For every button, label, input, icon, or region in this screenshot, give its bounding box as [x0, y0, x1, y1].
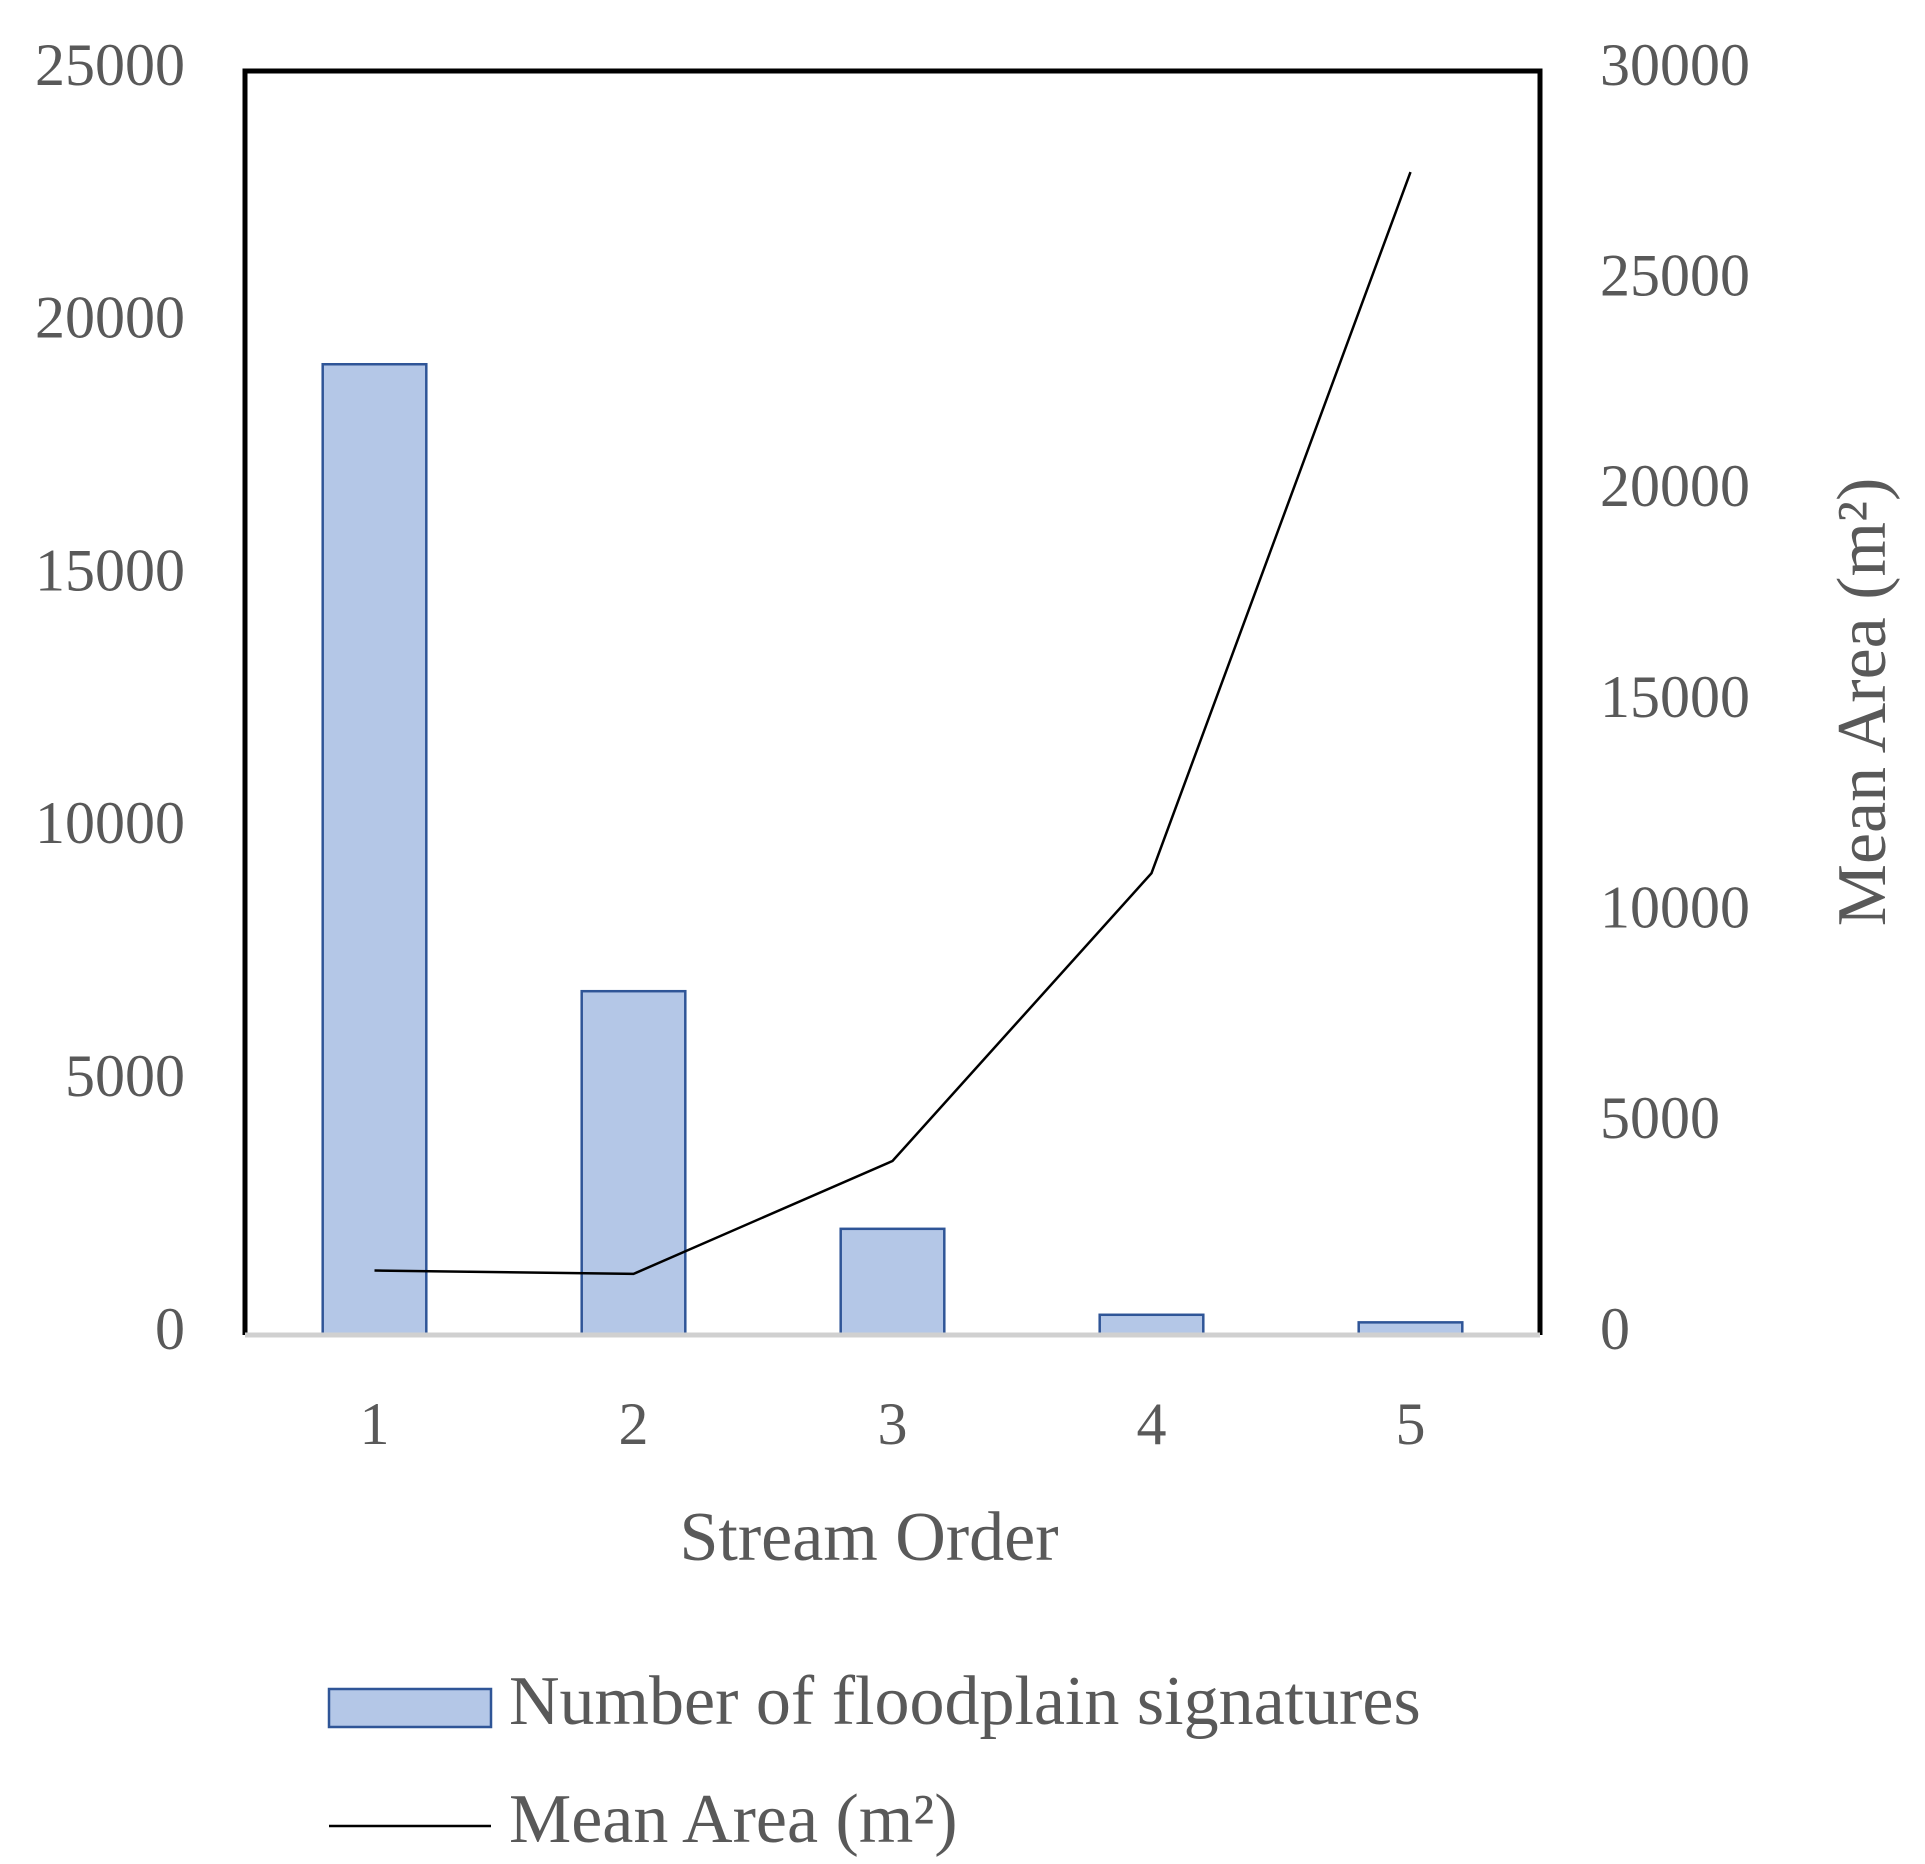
bar — [1098, 1313, 1205, 1337]
bar — [580, 989, 687, 1337]
y2-tick-label: 25000 — [1600, 242, 1750, 308]
x-tick-label: 5 — [1396, 1391, 1426, 1457]
legend-label: Number of floodplain signatures — [509, 1663, 1421, 1740]
legend-label: Mean Area (m²) — [509, 1781, 958, 1858]
y-tick-label: 20000 — [35, 285, 185, 351]
y2-tick-label: 15000 — [1600, 664, 1750, 730]
y-tick-label: 0 — [155, 1296, 185, 1362]
x-tick-label: 2 — [619, 1391, 649, 1457]
x-tick-label: 3 — [878, 1391, 908, 1457]
y2-tick-label: 20000 — [1600, 453, 1750, 519]
y-tick-label: 15000 — [35, 537, 185, 603]
x-tick-label: 4 — [1137, 1391, 1167, 1457]
line — [374, 171, 1412, 1276]
x-axis-label: Stream Order — [679, 1499, 1058, 1576]
y-tick-label: 10000 — [35, 790, 185, 856]
legend-swatch — [327, 1687, 493, 1729]
y-tick-label: 25000 — [35, 32, 185, 98]
y-tick-label: 5000 — [65, 1043, 185, 1109]
y2-tick-label: 10000 — [1600, 874, 1750, 940]
y2-tick-label: 5000 — [1600, 1085, 1720, 1151]
bar — [321, 362, 428, 1337]
y2-tick-label: 30000 — [1600, 32, 1750, 98]
y2-tick-label: 0 — [1600, 1296, 1630, 1362]
y2-axis-label: Mean Area (m²) — [1824, 478, 1901, 927]
bar — [839, 1227, 946, 1337]
plot-frame — [242, 68, 1543, 1335]
x-tick-label: 1 — [360, 1391, 390, 1457]
